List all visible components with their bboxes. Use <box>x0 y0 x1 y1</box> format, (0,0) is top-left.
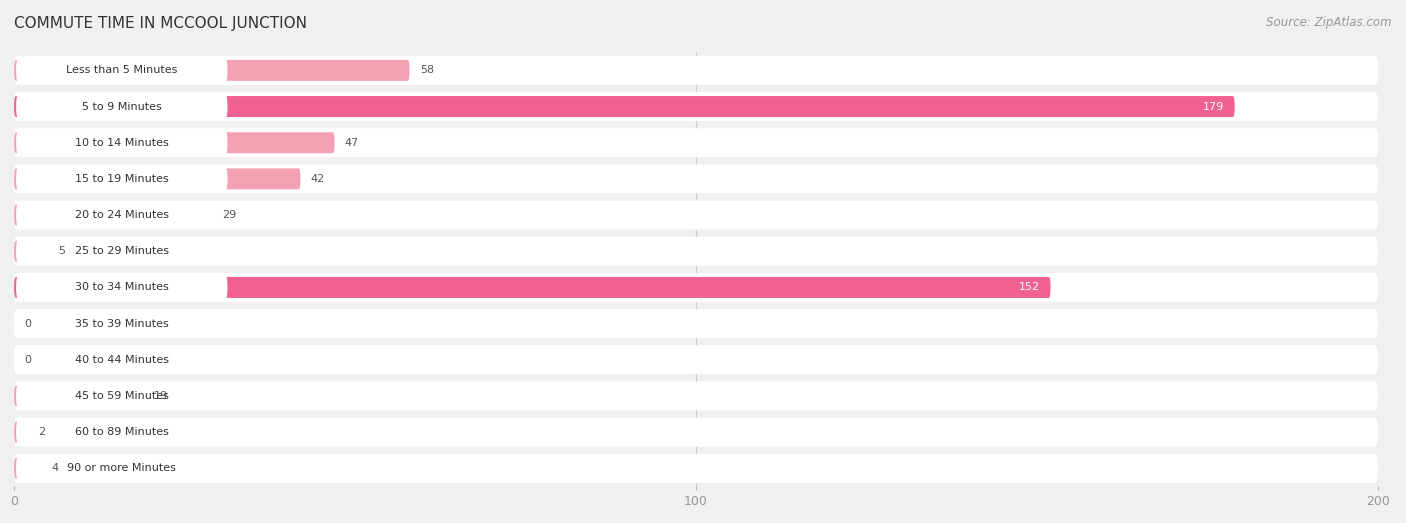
Text: Less than 5 Minutes: Less than 5 Minutes <box>66 65 177 75</box>
Text: 5 to 9 Minutes: 5 to 9 Minutes <box>82 101 162 111</box>
Text: 19: 19 <box>153 391 167 401</box>
FancyBboxPatch shape <box>15 58 228 83</box>
Text: 0: 0 <box>24 319 31 328</box>
Text: 179: 179 <box>1204 101 1225 111</box>
Text: 30 to 34 Minutes: 30 to 34 Minutes <box>75 282 169 292</box>
FancyBboxPatch shape <box>14 132 335 153</box>
Text: 29: 29 <box>222 210 236 220</box>
Text: 35 to 39 Minutes: 35 to 39 Minutes <box>75 319 169 328</box>
FancyBboxPatch shape <box>14 92 1378 121</box>
Text: 60 to 89 Minutes: 60 to 89 Minutes <box>75 427 169 437</box>
Text: 2: 2 <box>38 427 45 437</box>
FancyBboxPatch shape <box>14 168 301 189</box>
Text: 15 to 19 Minutes: 15 to 19 Minutes <box>75 174 169 184</box>
Text: 42: 42 <box>311 174 325 184</box>
FancyBboxPatch shape <box>14 164 1378 194</box>
FancyBboxPatch shape <box>14 237 1378 266</box>
Text: 152: 152 <box>1019 282 1040 292</box>
FancyBboxPatch shape <box>14 381 1378 411</box>
Text: 47: 47 <box>344 138 359 147</box>
FancyBboxPatch shape <box>15 347 228 372</box>
FancyBboxPatch shape <box>14 204 212 225</box>
FancyBboxPatch shape <box>14 422 28 442</box>
FancyBboxPatch shape <box>15 94 228 119</box>
Text: 20 to 24 Minutes: 20 to 24 Minutes <box>75 210 169 220</box>
FancyBboxPatch shape <box>14 345 1378 374</box>
FancyBboxPatch shape <box>15 130 228 155</box>
Text: 40 to 44 Minutes: 40 to 44 Minutes <box>75 355 169 365</box>
FancyBboxPatch shape <box>15 311 228 336</box>
Text: 45 to 59 Minutes: 45 to 59 Minutes <box>75 391 169 401</box>
FancyBboxPatch shape <box>14 458 41 479</box>
Text: 5: 5 <box>59 246 66 256</box>
FancyBboxPatch shape <box>14 454 1378 483</box>
FancyBboxPatch shape <box>14 201 1378 230</box>
Text: Source: ZipAtlas.com: Source: ZipAtlas.com <box>1267 16 1392 29</box>
FancyBboxPatch shape <box>14 56 1378 85</box>
Text: 58: 58 <box>420 65 434 75</box>
FancyBboxPatch shape <box>15 383 228 408</box>
FancyBboxPatch shape <box>15 419 228 445</box>
FancyBboxPatch shape <box>14 309 1378 338</box>
FancyBboxPatch shape <box>15 166 228 191</box>
Text: 25 to 29 Minutes: 25 to 29 Minutes <box>75 246 169 256</box>
Text: 90 or more Minutes: 90 or more Minutes <box>67 463 176 473</box>
Text: 4: 4 <box>52 463 59 473</box>
FancyBboxPatch shape <box>14 60 409 81</box>
FancyBboxPatch shape <box>14 128 1378 157</box>
FancyBboxPatch shape <box>15 202 228 228</box>
FancyBboxPatch shape <box>15 275 228 300</box>
Text: 10 to 14 Minutes: 10 to 14 Minutes <box>75 138 169 147</box>
FancyBboxPatch shape <box>14 273 1378 302</box>
FancyBboxPatch shape <box>14 418 1378 447</box>
FancyBboxPatch shape <box>14 241 48 262</box>
Text: COMMUTE TIME IN MCCOOL JUNCTION: COMMUTE TIME IN MCCOOL JUNCTION <box>14 16 307 31</box>
FancyBboxPatch shape <box>14 385 143 406</box>
FancyBboxPatch shape <box>15 238 228 264</box>
FancyBboxPatch shape <box>15 456 228 481</box>
FancyBboxPatch shape <box>14 277 1050 298</box>
FancyBboxPatch shape <box>14 96 1234 117</box>
Text: 0: 0 <box>24 355 31 365</box>
